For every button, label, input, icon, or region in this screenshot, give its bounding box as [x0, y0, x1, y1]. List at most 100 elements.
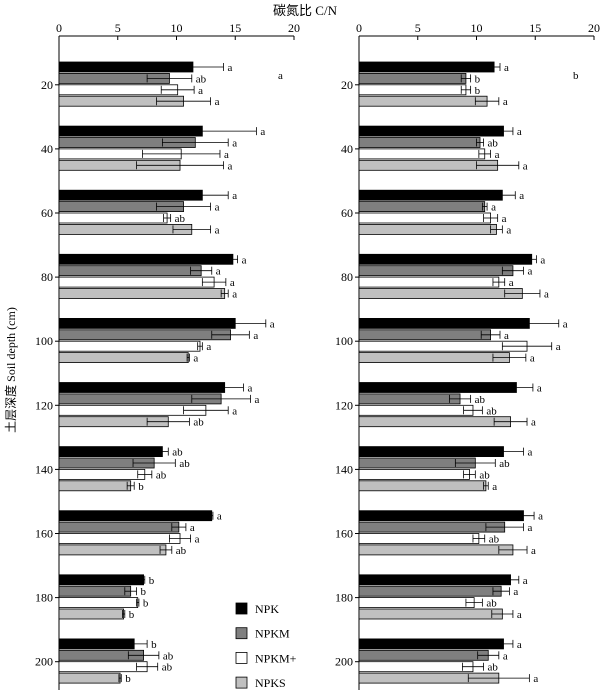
bar-NPKS — [358, 352, 510, 364]
significance-label: a — [519, 190, 524, 202]
x-tick-label: 5 — [415, 21, 421, 35]
bar-NPKM — [358, 201, 486, 213]
significance-label: b — [475, 73, 481, 85]
bar-NPKM+ — [58, 533, 181, 544]
significance-label: a — [517, 639, 522, 651]
legend-label: NPKS — [255, 676, 286, 690]
bar-NPKM+ — [58, 661, 148, 673]
bar-NPKM+ — [358, 84, 467, 96]
y-axis-label: 土层深度 Soil depth (cm) — [3, 307, 18, 433]
bar-NPK — [358, 510, 524, 522]
significance-label: a — [270, 318, 275, 330]
bar-NPKS — [358, 480, 487, 492]
panel-2: 0 5 10 15 2020abba40aabaa60aaaa80aaaa100aaaa… — [335, 21, 600, 690]
significance-label: b — [143, 598, 149, 610]
significance-label: ab — [479, 469, 490, 481]
significance-label: a — [195, 534, 200, 546]
y-tick-label: 180 — [335, 591, 353, 605]
y-tick-label: 40 — [41, 142, 53, 156]
legend-swatch-NPKM+ — [235, 652, 248, 664]
bar-NPKM+ — [58, 212, 168, 224]
bar-NPK — [358, 382, 517, 393]
significance-label: a — [538, 511, 543, 523]
significance-label: a — [556, 341, 561, 353]
significance-label: a — [230, 277, 235, 289]
significance-label: a — [517, 126, 522, 138]
legend-swatch-NPKM — [235, 627, 248, 640]
x-tick-label: 20 — [588, 21, 600, 35]
bar-NPKM — [358, 649, 489, 661]
significance-label: b — [149, 575, 155, 587]
significance-label: a — [528, 266, 533, 278]
significance-label: ab — [488, 138, 499, 150]
y-tick-label: 60 — [341, 206, 353, 220]
chart-title: 碳氮比 C/N — [273, 3, 338, 18]
bar-NPKS — [58, 544, 167, 556]
bar-NPKS — [358, 288, 523, 299]
x-tick-label: 20 — [288, 21, 300, 35]
bar-NPK — [58, 253, 234, 265]
x-tick-label: 10 — [171, 21, 183, 35]
bar-NPKM+ — [358, 661, 474, 673]
bar-NPKS — [358, 544, 514, 556]
y-tick-label: 40 — [341, 142, 353, 156]
significance-label: a — [528, 522, 533, 534]
bar-NPKM+ — [58, 468, 146, 480]
significance-label: b — [141, 586, 147, 598]
significance-label: a — [544, 289, 549, 301]
significance-label: a — [232, 138, 237, 150]
y-tick-label: 200 — [35, 655, 53, 669]
significance-label: a — [504, 62, 509, 74]
y-tick-label: 80 — [341, 270, 353, 284]
y-tick-label: 160 — [335, 527, 353, 541]
bar-NPKM+ — [358, 404, 474, 416]
bar-NPKM — [358, 265, 514, 277]
bar-NPKS — [58, 223, 193, 235]
significance-label: ab — [499, 458, 510, 470]
significance-label: ab — [486, 405, 497, 417]
significance-label: a — [190, 522, 195, 534]
x-tick-label: 15 — [229, 21, 241, 35]
bar-NPKM — [358, 521, 506, 533]
significance-label: a — [540, 254, 545, 266]
significance-label: ab — [486, 598, 497, 610]
legend-label: NPKM — [255, 627, 290, 641]
bar-NPK — [358, 574, 511, 586]
significance-label: a — [523, 160, 528, 172]
significance-label: a — [228, 160, 233, 172]
bar-NPKM+ — [358, 597, 475, 608]
significance-label: a — [509, 277, 514, 289]
extra-significance-label: b — [573, 70, 579, 82]
x-tick-label: 10 — [471, 21, 483, 35]
significance-label: a — [217, 511, 222, 523]
bar-NPK — [58, 382, 226, 393]
bar-NPKM+ — [358, 468, 470, 480]
bar-NPKM — [58, 585, 132, 597]
bar-NPKS — [358, 416, 511, 428]
significance-label: a — [506, 224, 511, 236]
bar-NPK — [58, 574, 144, 586]
bar-NPKS — [58, 672, 121, 684]
significance-label: a — [242, 254, 247, 266]
bar-NPK — [58, 510, 213, 522]
bar-NPKM — [358, 73, 467, 84]
significance-label: ab — [172, 447, 183, 459]
significance-label: a — [531, 417, 536, 429]
significance-label: a — [523, 575, 528, 587]
bar-NPKM+ — [58, 340, 201, 352]
significance-label: a — [503, 650, 508, 662]
bar-NPKS — [358, 223, 497, 235]
bar-NPKM+ — [358, 533, 480, 544]
legend-label: NPKM+ — [255, 651, 297, 665]
significance-label: a — [198, 85, 203, 97]
significance-label: a — [228, 62, 233, 74]
bar-NPKS — [58, 352, 189, 364]
significance-label: ab — [162, 662, 173, 674]
significance-label: a — [563, 318, 568, 330]
bar-NPK — [358, 125, 504, 137]
bar-NPKM+ — [58, 84, 179, 96]
bar-NPK — [358, 446, 504, 458]
significance-label: b — [151, 639, 157, 651]
significance-label: a — [193, 353, 198, 365]
